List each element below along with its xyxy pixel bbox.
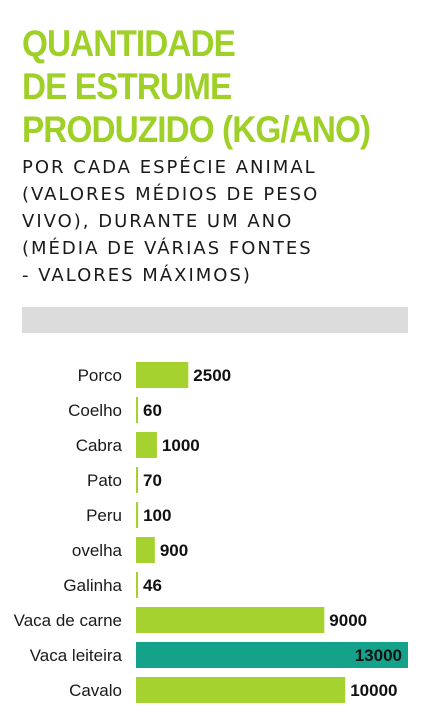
value-label-galinha: 46 [143, 576, 162, 595]
category-label-cavalo: Cavalo [69, 681, 122, 700]
value-label-cabra: 1000 [162, 436, 200, 455]
bar-galinha [136, 572, 138, 598]
bar-peru [136, 502, 139, 528]
category-label-porco: Porco [78, 366, 122, 385]
category-label-peru: Peru [86, 506, 122, 525]
category-label-vaca-leiteira: Vaca leiteira [30, 646, 123, 665]
bar-cabra [136, 432, 157, 458]
value-label-cavalo: 10000 [350, 681, 397, 700]
bar-vaca-de-carne [136, 607, 325, 633]
chart-subtitle: POR CADA ESPÉCIE ANIMAL (VALORES MÉDIOS … [22, 154, 422, 289]
title-line-3: PRODUZIDO (KG/ANO) [22, 109, 371, 150]
decorative-band [22, 307, 408, 333]
title-line-2: DE ESTRUME [22, 66, 232, 107]
bar-ovelha [136, 537, 155, 563]
subtitle-line-2: (VALORES MÉDIOS DE PESO [22, 184, 320, 205]
category-label-cabra: Cabra [76, 436, 123, 455]
title-line-1: QUANTIDADE [22, 23, 236, 64]
category-label-ovelha: ovelha [72, 541, 123, 560]
value-label-vaca-leiteira: 13000 [355, 646, 402, 665]
category-label-galinha: Galinha [63, 576, 122, 595]
bar-porco [136, 362, 189, 388]
value-label-peru: 100 [143, 506, 171, 525]
bar-pato [136, 467, 138, 493]
category-label-coelho: Coelho [68, 401, 122, 420]
category-label-pato: Pato [87, 471, 122, 490]
subtitle-line-5: - VALORES MÁXIMOS) [22, 265, 252, 286]
subtitle-line-1: POR CADA ESPÉCIE ANIMAL [22, 157, 317, 178]
bar-vaca-leiteira [136, 642, 408, 668]
subtitle-line-3: VIVO), DURANTE UM ANO [22, 211, 294, 232]
value-label-vaca-de-carne: 9000 [329, 611, 367, 630]
value-label-pato: 70 [143, 471, 162, 490]
bar-coelho [136, 397, 138, 423]
value-label-porco: 2500 [193, 366, 231, 385]
subtitle-line-4: (MÉDIA DE VÁRIAS FONTES [22, 238, 313, 259]
bar-chart: Porco 2500 Coelho 60 Cabra 1000 Pato 70 Peru 100 o… [14, 362, 408, 703]
bar-cavalo [136, 677, 346, 703]
chart-title: QUANTIDADE DE ESTRUME PRODUZIDO (KG/ANO) [22, 22, 382, 151]
value-label-coelho: 60 [143, 401, 162, 420]
value-label-ovelha: 900 [160, 541, 188, 560]
category-label-vaca-de-carne: Vaca de carne [14, 611, 122, 630]
